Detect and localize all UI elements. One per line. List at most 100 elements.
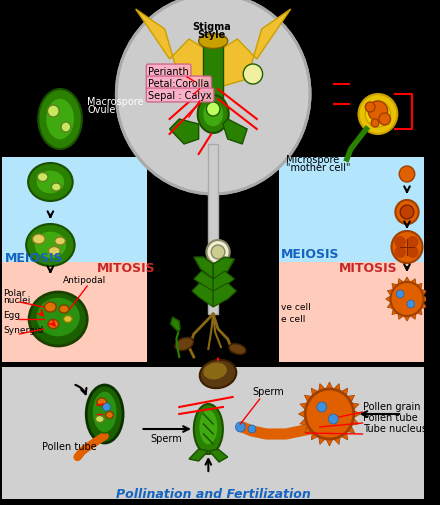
Circle shape (391, 282, 423, 316)
Circle shape (407, 246, 418, 259)
Polygon shape (171, 317, 180, 332)
Polygon shape (416, 284, 422, 290)
Polygon shape (213, 272, 235, 294)
Text: nuclei: nuclei (3, 295, 30, 305)
Circle shape (368, 102, 388, 122)
Polygon shape (300, 403, 308, 410)
Polygon shape (421, 302, 427, 309)
FancyBboxPatch shape (279, 158, 425, 263)
Ellipse shape (48, 106, 59, 118)
Text: MEIOSIS: MEIOSIS (5, 251, 63, 265)
Ellipse shape (202, 102, 224, 128)
Polygon shape (347, 426, 355, 433)
Text: MITOSIS: MITOSIS (339, 262, 398, 274)
Ellipse shape (38, 90, 82, 149)
Circle shape (394, 246, 406, 259)
Circle shape (206, 240, 230, 265)
Circle shape (394, 236, 406, 248)
Circle shape (379, 114, 391, 126)
Polygon shape (351, 403, 359, 410)
Ellipse shape (33, 234, 45, 244)
Polygon shape (341, 388, 348, 396)
Circle shape (103, 403, 110, 411)
Polygon shape (213, 283, 236, 308)
Text: Sperm: Sperm (253, 386, 284, 396)
Text: Petal:Corolla: Petal:Corolla (148, 79, 209, 89)
Polygon shape (398, 314, 404, 320)
Text: Microspore: Microspore (286, 155, 339, 165)
FancyBboxPatch shape (2, 158, 147, 263)
Polygon shape (326, 382, 333, 389)
Polygon shape (386, 296, 391, 303)
Polygon shape (213, 258, 235, 279)
Polygon shape (416, 309, 422, 315)
Polygon shape (194, 258, 213, 279)
Polygon shape (423, 296, 428, 303)
Ellipse shape (175, 338, 194, 351)
Text: Ovule: Ovule (87, 105, 116, 115)
Text: Egg: Egg (3, 311, 20, 319)
Ellipse shape (36, 171, 65, 194)
Polygon shape (404, 277, 410, 283)
Ellipse shape (92, 391, 117, 433)
Circle shape (399, 167, 415, 183)
Polygon shape (304, 426, 312, 433)
Polygon shape (387, 290, 393, 296)
Ellipse shape (365, 102, 391, 128)
Circle shape (329, 414, 338, 424)
Polygon shape (334, 436, 340, 444)
Text: Pollen tube: Pollen tube (363, 412, 418, 422)
Polygon shape (351, 418, 359, 425)
Text: MEIOSIS: MEIOSIS (281, 247, 340, 261)
Circle shape (248, 425, 256, 433)
Circle shape (365, 103, 375, 113)
Polygon shape (189, 449, 209, 461)
Circle shape (407, 236, 418, 248)
Ellipse shape (28, 164, 73, 201)
Polygon shape (209, 449, 228, 462)
Ellipse shape (359, 95, 397, 135)
Circle shape (392, 231, 422, 264)
Polygon shape (192, 283, 213, 308)
Polygon shape (353, 411, 360, 418)
Ellipse shape (106, 412, 114, 419)
Circle shape (305, 389, 354, 439)
Ellipse shape (55, 237, 66, 245)
Circle shape (211, 245, 225, 260)
Circle shape (407, 300, 415, 309)
Text: Perianth: Perianth (148, 67, 189, 77)
Text: Macrospore: Macrospore (87, 97, 144, 107)
Ellipse shape (46, 99, 75, 141)
Text: Pollination and Fertilization: Pollination and Fertilization (116, 487, 311, 500)
Ellipse shape (200, 360, 236, 388)
Circle shape (243, 65, 263, 85)
Text: "mother cell": "mother cell" (286, 163, 350, 173)
Text: Synergid: Synergid (3, 325, 43, 334)
Ellipse shape (198, 409, 218, 445)
FancyBboxPatch shape (2, 367, 425, 499)
Text: e cell: e cell (281, 315, 305, 323)
Ellipse shape (97, 398, 106, 406)
Polygon shape (304, 395, 312, 402)
Ellipse shape (44, 302, 56, 313)
Ellipse shape (198, 34, 228, 49)
Ellipse shape (95, 416, 104, 423)
Text: Sperm: Sperm (151, 433, 183, 443)
Text: Sepal : Calyx: Sepal : Calyx (148, 91, 212, 101)
Circle shape (371, 120, 379, 128)
Ellipse shape (63, 316, 72, 323)
Ellipse shape (51, 184, 61, 191)
Circle shape (396, 290, 404, 298)
Polygon shape (194, 272, 213, 294)
Circle shape (116, 0, 310, 194)
Polygon shape (334, 384, 340, 392)
Ellipse shape (26, 225, 75, 267)
Circle shape (396, 200, 418, 225)
Circle shape (235, 422, 245, 432)
Polygon shape (136, 10, 291, 90)
Ellipse shape (61, 123, 71, 133)
Text: Pollen grain: Pollen grain (363, 401, 421, 411)
Text: Tube nucleus: Tube nucleus (363, 423, 427, 433)
FancyBboxPatch shape (279, 263, 425, 362)
Ellipse shape (29, 292, 87, 346)
